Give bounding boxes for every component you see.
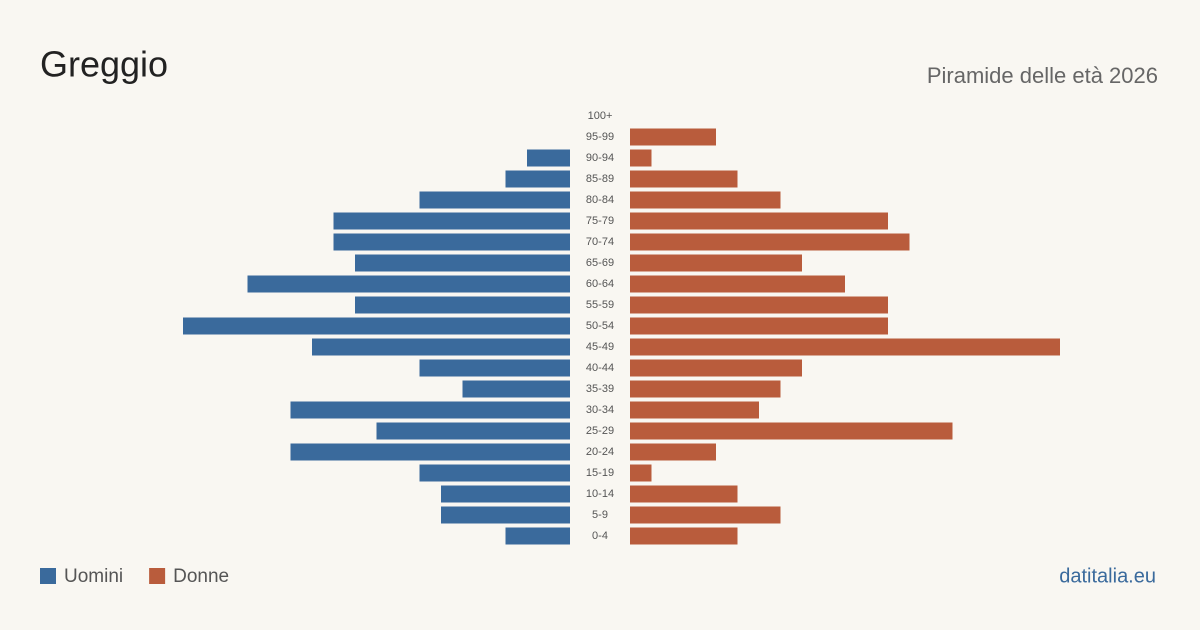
- bar: [355, 254, 570, 272]
- bar: [312, 338, 570, 356]
- category-label: 10-14: [586, 488, 614, 500]
- bar: [630, 443, 716, 461]
- bar: [290, 401, 570, 419]
- category-label: 90-94: [586, 152, 614, 164]
- bar: [441, 506, 570, 524]
- bar: [441, 485, 570, 503]
- bar: [505, 527, 570, 545]
- bar: [630, 275, 845, 293]
- bar: [419, 191, 570, 209]
- category-label: 0-4: [592, 530, 608, 542]
- category-label: 95-99: [586, 131, 614, 143]
- category-label: 5-9: [592, 509, 608, 521]
- legend-label: Donne: [173, 566, 229, 587]
- bar: [630, 317, 888, 335]
- bar: [355, 296, 570, 314]
- bar: [505, 170, 570, 188]
- bar: [630, 401, 759, 419]
- category-label: 85-89: [586, 173, 614, 185]
- category-label: 40-44: [586, 362, 614, 374]
- bar: [630, 422, 953, 440]
- bar: [419, 359, 570, 377]
- category-label: 75-79: [586, 215, 614, 227]
- bar: [630, 128, 716, 146]
- bar: [630, 485, 738, 503]
- category-label: 20-24: [586, 446, 614, 458]
- bar: [527, 149, 570, 167]
- category-label: 25-29: [586, 425, 614, 437]
- category-label: 60-64: [586, 278, 614, 290]
- category-label: 15-19: [586, 467, 614, 479]
- bar: [630, 359, 802, 377]
- category-label: 100+: [588, 110, 613, 122]
- bar: [630, 233, 910, 251]
- bar: [630, 338, 1060, 356]
- bar: [630, 296, 888, 314]
- bar: [630, 380, 781, 398]
- category-label: 80-84: [586, 194, 614, 206]
- bar: [419, 464, 570, 482]
- legend-swatch: [149, 568, 166, 584]
- bar: [630, 527, 738, 545]
- category-label: 30-34: [586, 404, 614, 416]
- bar: [630, 212, 888, 230]
- bar: [630, 254, 802, 272]
- bar: [333, 233, 570, 251]
- category-label: 70-74: [586, 236, 614, 248]
- bar: [630, 464, 652, 482]
- bar: [630, 506, 781, 524]
- bar: [462, 380, 570, 398]
- category-label: 55-59: [586, 299, 614, 311]
- bar: [376, 422, 570, 440]
- bar: [333, 212, 570, 230]
- legend-swatch: [40, 568, 56, 584]
- chart-title: Greggio: [40, 44, 168, 85]
- chart-subtitle: Piramide delle età 2026: [927, 63, 1158, 88]
- category-label: 65-69: [586, 257, 614, 269]
- bar: [630, 191, 781, 209]
- category-label: 50-54: [586, 320, 614, 332]
- category-label: 45-49: [586, 341, 614, 353]
- legend-label: Uomini: [64, 566, 123, 587]
- bar: [630, 149, 652, 167]
- bar: [630, 170, 738, 188]
- bar: [247, 275, 570, 293]
- bar: [183, 317, 570, 335]
- bar: [290, 443, 570, 461]
- source: datitalia.eu: [1059, 565, 1156, 587]
- category-label: 35-39: [586, 383, 614, 395]
